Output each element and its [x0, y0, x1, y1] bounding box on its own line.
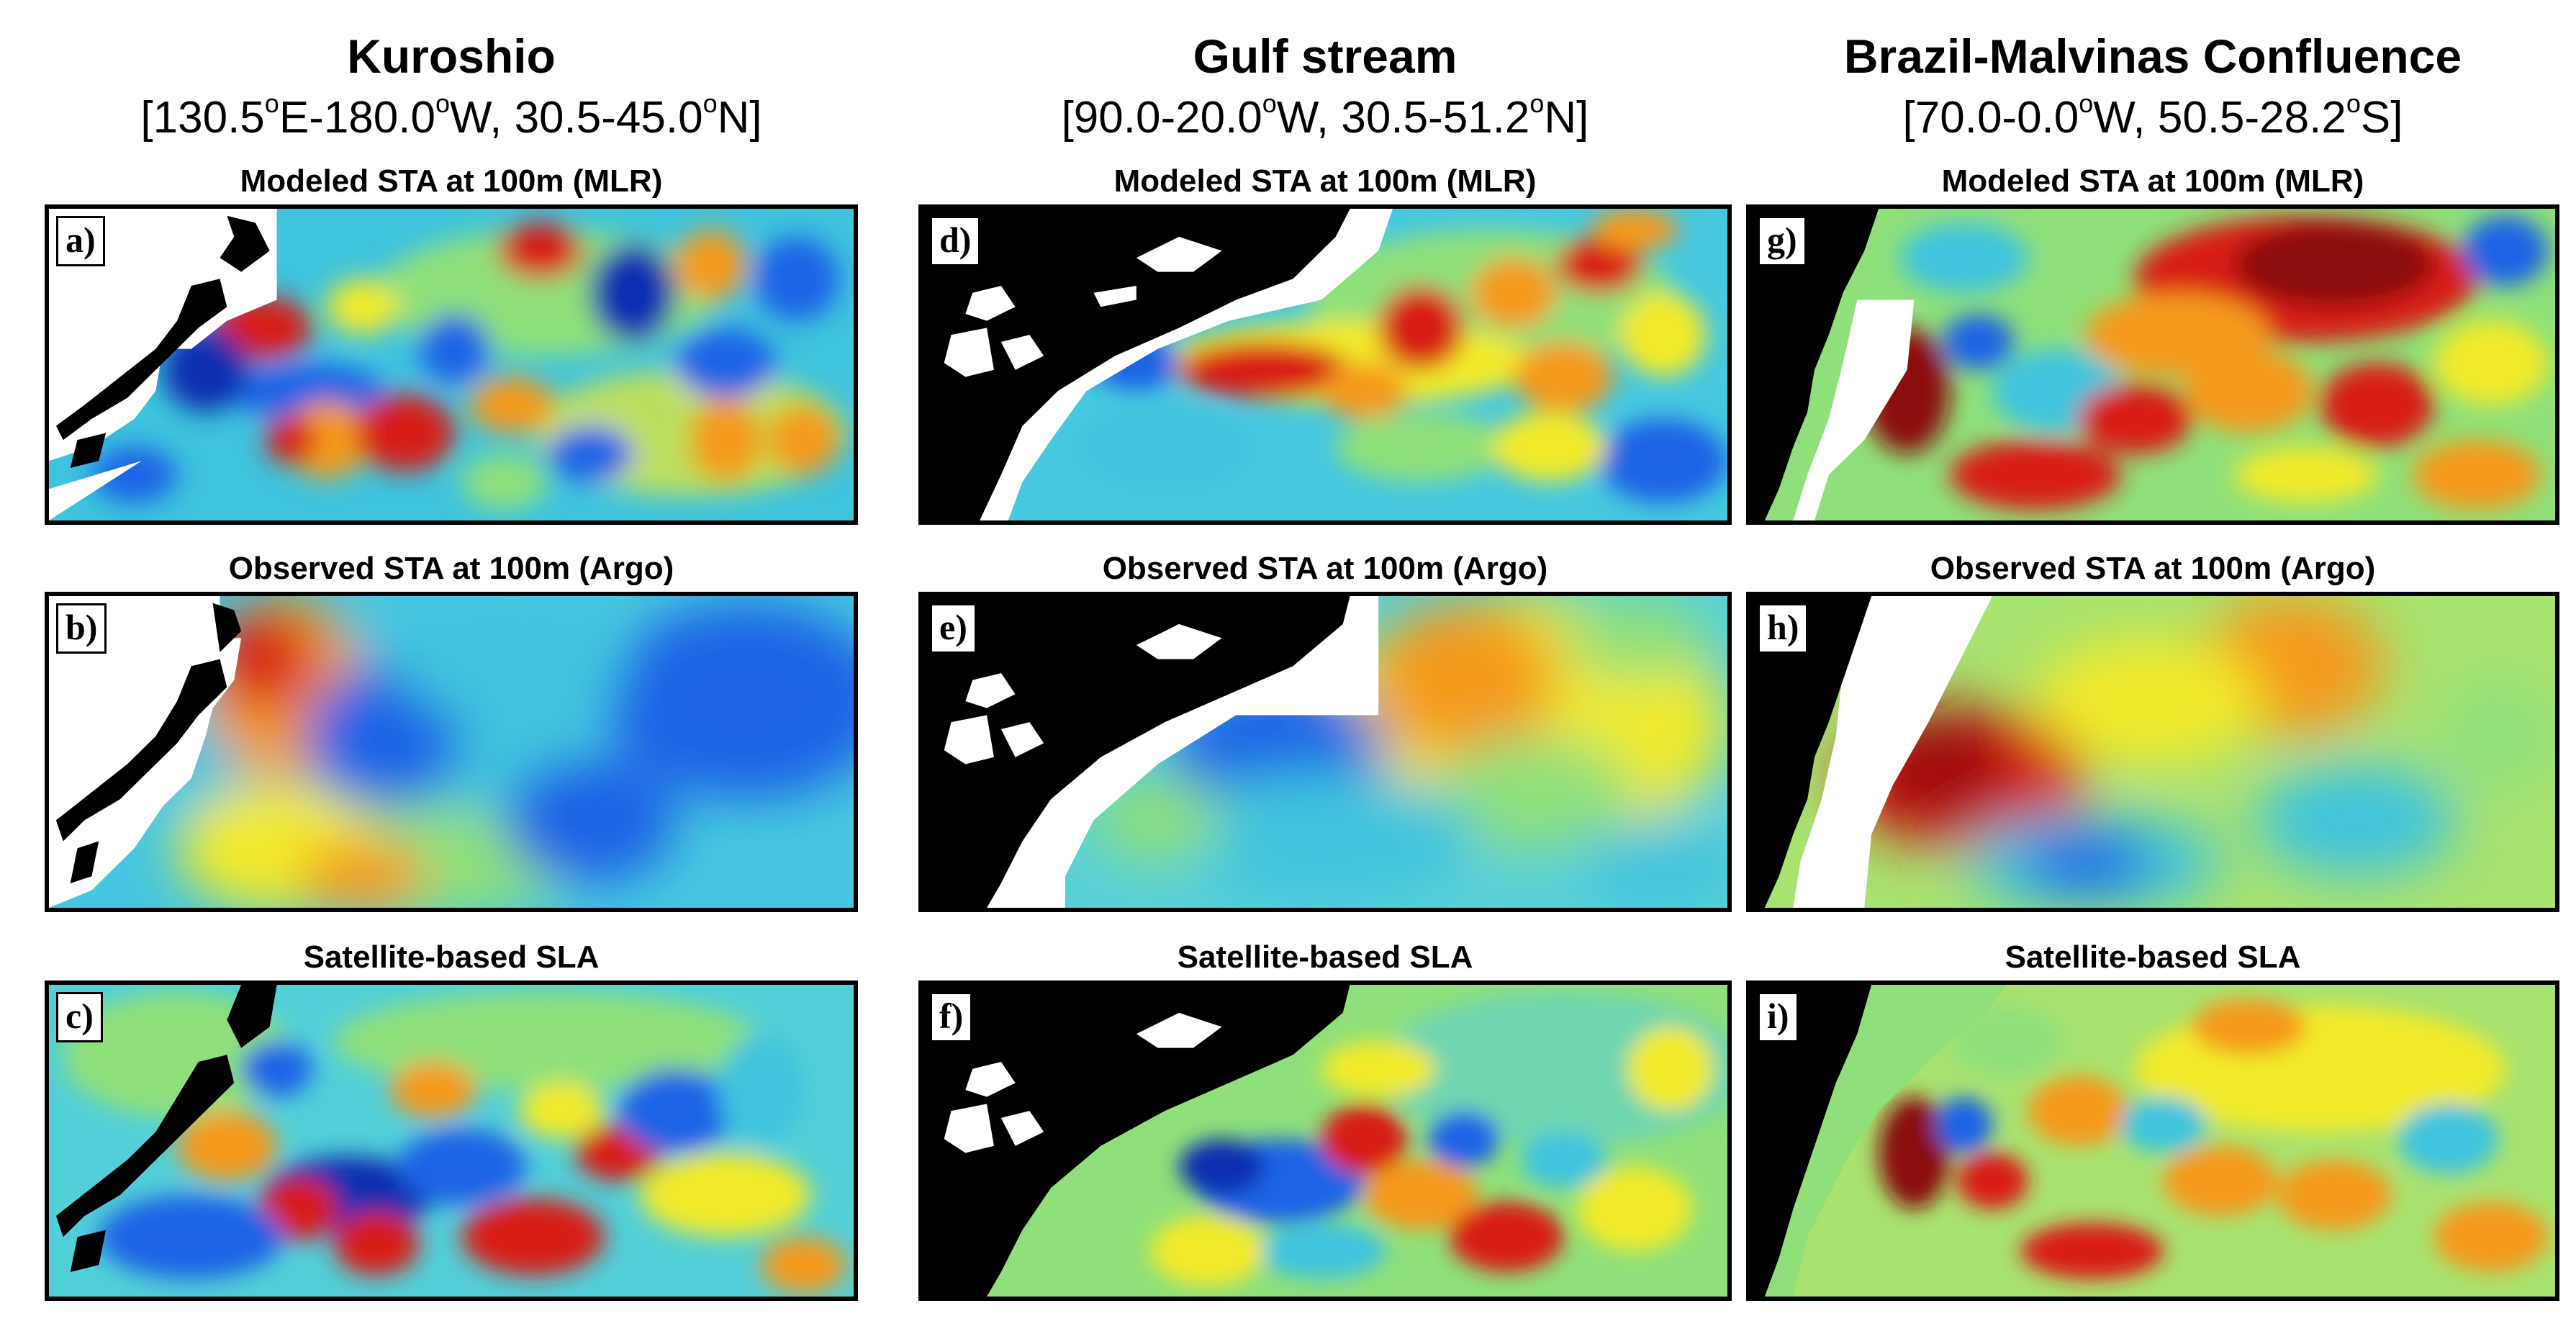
- column-title: Kuroshio: [347, 30, 556, 83]
- column-brazil-malvinas: Brazil-Malvinas Confluence [70.0-0.0oW, …: [1746, 0, 2559, 1339]
- map-panel-e: e): [918, 592, 1732, 912]
- map-a-svg: [49, 209, 854, 520]
- panel-letter-e: e): [930, 603, 977, 654]
- column-range: [90.0-20.0oW, 30.5-51.2oN]: [1061, 89, 1589, 143]
- panel-letter-c: c): [56, 992, 103, 1042]
- column-range: [130.5oE-180.0oW, 30.5-45.0oN]: [140, 89, 762, 143]
- map-panel-c: c): [45, 980, 858, 1301]
- panel-title-d: Modeled STA at 100m (MLR): [1113, 163, 1537, 199]
- map-e-svg: [923, 596, 1727, 908]
- column-title: Gulf stream: [1193, 30, 1458, 83]
- map-panel-h: h): [1746, 592, 2559, 912]
- panel-letter-d: d): [930, 216, 981, 266]
- panel-letter-g: g): [1758, 216, 1807, 266]
- column-gulf-stream: Gulf stream [90.0-20.0oW, 30.5-51.2oN] M…: [918, 0, 1732, 1339]
- panel-title-f: Satellite-based SLA: [1177, 939, 1473, 975]
- panel-title-b: Observed STA at 100m (Argo): [228, 551, 674, 586]
- panel-title-i: Satellite-based SLA: [2005, 939, 2301, 975]
- column-kuroshio: Kuroshio [130.5oE-180.0oW, 30.5-45.0oN] …: [45, 0, 858, 1339]
- map-b-svg: [49, 596, 854, 908]
- map-f-svg: [923, 985, 1727, 1297]
- panel-title-h: Observed STA at 100m (Argo): [1930, 551, 2376, 586]
- map-h-svg: [1750, 596, 2555, 908]
- panel-letter-i: i): [1758, 992, 1799, 1042]
- map-panel-g: g): [1746, 204, 2559, 525]
- panel-title-a: Modeled STA at 100m (MLR): [240, 163, 663, 199]
- panel-title-e: Observed STA at 100m (Argo): [1102, 551, 1548, 586]
- panel-letter-h: h): [1758, 603, 1809, 654]
- map-panel-i: i): [1746, 980, 2559, 1301]
- panel-letter-a: a): [56, 216, 105, 266]
- column-range: [70.0-0.0oW, 50.5-28.2oS]: [1902, 89, 2403, 143]
- panel-title-c: Satellite-based SLA: [303, 939, 600, 975]
- map-panel-b: b): [45, 592, 858, 912]
- map-i-svg: [1750, 985, 2555, 1297]
- panel-letter-b: b): [56, 603, 107, 654]
- map-c-svg: [49, 985, 854, 1297]
- panel-title-g: Modeled STA at 100m (MLR): [1941, 163, 2364, 199]
- panel-letter-f: f): [930, 992, 973, 1042]
- map-panel-a: a): [45, 204, 858, 525]
- column-title: Brazil-Malvinas Confluence: [1843, 30, 2462, 83]
- map-panel-d: d): [918, 204, 1732, 525]
- map-panel-f: f): [918, 980, 1732, 1301]
- map-d-svg: [923, 209, 1727, 520]
- map-g-svg: [1750, 209, 2555, 520]
